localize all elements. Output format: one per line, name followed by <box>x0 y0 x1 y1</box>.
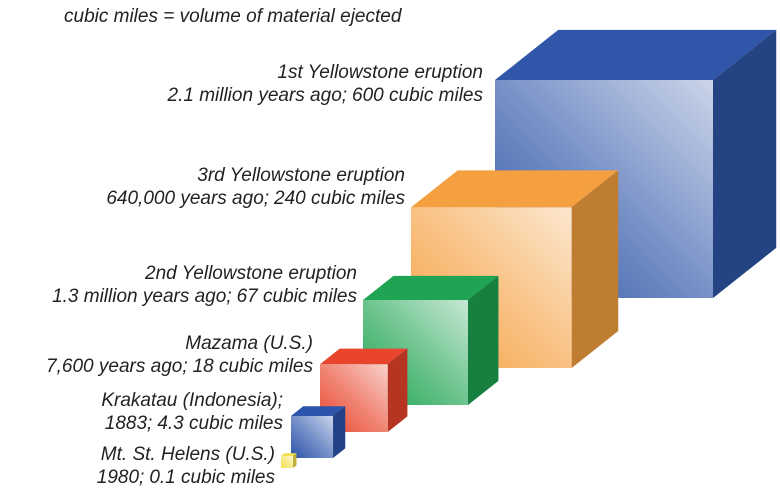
cube-side-shade <box>571 170 619 368</box>
label-date: 1883; <box>105 413 153 434</box>
cube-top <box>363 275 499 301</box>
cube-side-shade <box>387 348 408 432</box>
label-date: 1.3 million years ago; <box>52 286 232 307</box>
cube-side-shade <box>333 406 346 458</box>
label-detail: 1.3 million years ago; 67 cubic miles <box>52 286 357 307</box>
cube-front-highlight <box>291 415 334 458</box>
label-name: Krakatau (Indonesia); <box>101 390 283 411</box>
value-label: 4.3 cubic miles <box>157 413 283 434</box>
cube-side-shade <box>713 29 777 299</box>
cube-side-shade <box>467 275 499 405</box>
label-date: 7,600 years ago; <box>46 356 188 377</box>
cube-top <box>495 29 777 80</box>
label-name: 3rd Yellowstone eruption <box>197 165 405 186</box>
cube-side <box>571 170 619 368</box>
cube-side <box>387 348 408 432</box>
value-label: 600 cubic miles <box>352 85 483 106</box>
label-name: Mt. St. Helens (U.S.) <box>101 444 275 465</box>
note: cubic miles = volume of material ejected <box>64 6 403 27</box>
cube-top <box>281 453 297 457</box>
label-detail: 1980; 0.1 cubic miles <box>97 467 276 488</box>
label-detail: 1883; 4.3 cubic miles <box>105 413 284 434</box>
label-date: 1980; <box>97 467 145 488</box>
label-name: 1st Yellowstone eruption <box>277 62 483 83</box>
label-detail: 640,000 years ago; 240 cubic miles <box>106 188 405 209</box>
label-name: Mazama (U.S.) <box>185 333 313 354</box>
label-name: 2nd Yellowstone eruption <box>144 263 357 284</box>
label-detail: 7,600 years ago; 18 cubic miles <box>46 356 313 377</box>
value-label: 18 cubic miles <box>193 356 314 377</box>
cube-side <box>467 275 499 405</box>
cube-side <box>713 29 777 299</box>
cube-side <box>333 406 346 458</box>
cube <box>291 406 346 458</box>
cube-front-highlight <box>281 456 293 468</box>
value-label: 67 cubic miles <box>237 286 358 307</box>
cube <box>281 453 297 468</box>
label-date: 640,000 years ago; <box>106 188 269 209</box>
label-detail: 2.1 million years ago; 600 cubic miles <box>167 85 484 106</box>
value-label: 0.1 cubic miles <box>149 467 275 488</box>
cube-top <box>411 170 619 208</box>
cube-side <box>292 453 297 468</box>
cube-top <box>320 348 408 365</box>
value-label: 240 cubic miles <box>273 188 405 209</box>
cube-top <box>291 406 346 416</box>
label-date: 2.1 million years ago; <box>167 85 348 106</box>
cube-side-shade <box>292 453 297 468</box>
